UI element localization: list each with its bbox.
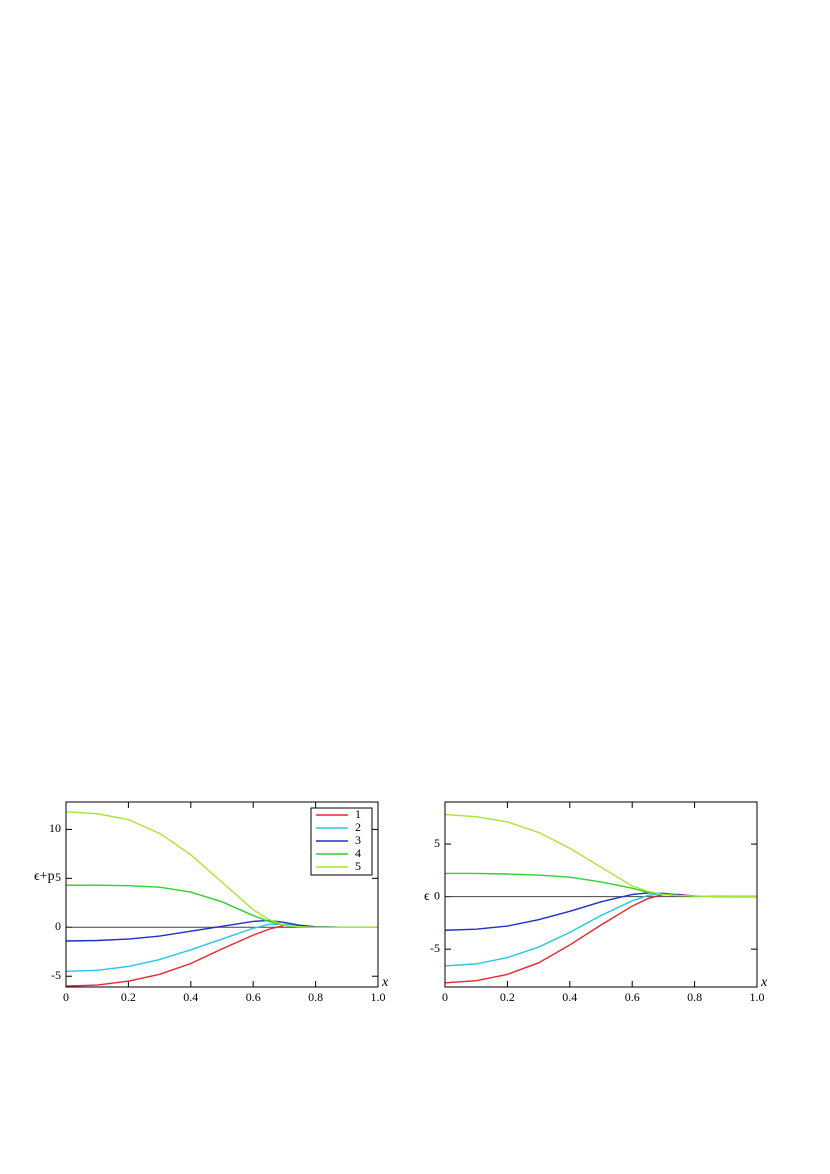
plot-frame [65,801,379,988]
y-axis-label: ϵ+p [34,869,55,884]
x-tick-label: 1.0 [371,990,386,1004]
y-tick-label: 0 [55,919,61,933]
line-series [66,924,378,987]
x-tick-label: 0.6 [625,990,640,1004]
x-tick-label: 0.4 [562,990,577,1004]
legend-label: 2 [355,820,361,834]
x-tick-label: 0 [442,990,448,1004]
y-tick-label: -5 [51,968,61,982]
legend-label: 3 [355,833,361,847]
x-axis-label: x [381,975,389,990]
y-tick-label: 5 [434,836,440,850]
line-series [66,811,378,928]
y-tick-label: -5 [430,941,440,955]
x-tick-label: 0.8 [687,990,702,1004]
x-tick-label: 0.8 [308,990,323,1004]
line-series [445,893,757,984]
line-series [445,813,757,898]
plot-frame [444,801,758,988]
x-tick-label: 0.4 [183,990,198,1004]
x-tick-label: 0.2 [121,990,136,1004]
x-axis-label: x [760,975,768,990]
x-tick-label: 0 [63,990,69,1004]
y-tick-label: 0 [434,888,440,902]
x-tick-label: 0.2 [500,990,515,1004]
line-series [66,923,378,973]
x-tick-label: 0.6 [246,990,261,1004]
subplot: 0 0.2 0.4 0.6 0.8 1.0 -5 0 5 x ϵ [424,801,768,1004]
legend-label: 5 [355,859,361,873]
line-series [66,919,378,942]
x-tick-label: 1.0 [750,990,765,1004]
line-series [66,884,378,928]
line-series [445,892,757,967]
legend-label: 4 [355,846,361,860]
line-series [445,872,757,898]
y-tick-label: 10 [49,821,61,835]
y-axis-label: ϵ [424,889,430,904]
y-tick-label: 5 [55,870,61,884]
legend-label: 1 [355,807,361,821]
